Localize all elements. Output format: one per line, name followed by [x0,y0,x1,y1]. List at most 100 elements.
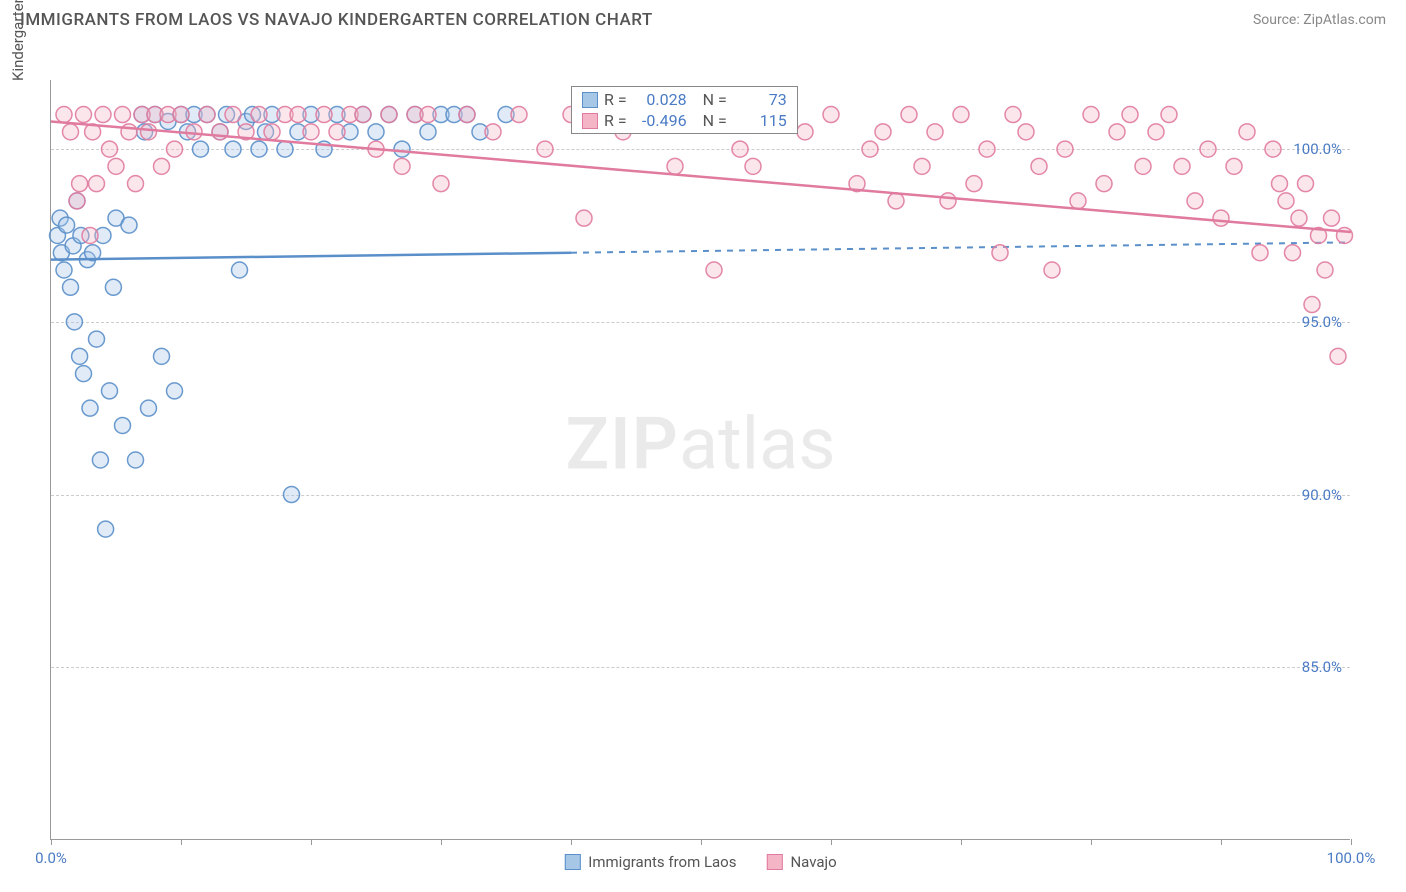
scatter-point-laos [82,400,98,416]
scatter-point-navajo [69,193,85,209]
scatter-point-laos [154,348,170,364]
legend-item: Navajo [766,853,836,871]
scatter-point-navajo [1122,107,1138,123]
legend-label: Immigrants from Laos [588,853,736,871]
scatter-point-navajo [992,245,1008,261]
scatter-point-navajo [303,124,319,140]
scatter-point-navajo [167,141,183,157]
chart-source: Source: ZipAtlas.com [1253,12,1386,28]
stats-n-value: 73 [733,90,787,109]
scatter-point-laos [193,141,209,157]
scatter-point-laos [56,262,72,278]
scatter-point-laos [63,279,79,295]
stats-n-value: 115 [733,111,787,130]
scatter-point-navajo [823,107,839,123]
scatter-point-laos [98,521,114,537]
scatter-point-navajo [1161,107,1177,123]
scatter-point-navajo [1285,245,1301,261]
scatter-point-navajo [511,107,527,123]
scatter-point-navajo [420,107,436,123]
scatter-point-navajo [329,124,345,140]
scatter-point-navajo [940,193,956,209]
scatter-point-laos [232,262,248,278]
scatter-point-navajo [1226,158,1242,174]
scatter-point-navajo [154,158,170,174]
scatter-point-navajo [953,107,969,123]
stats-r-value: 0.028 [633,90,687,109]
scatter-point-navajo [927,124,943,140]
scatter-point-navajo [115,107,131,123]
scatter-point-navajo [459,107,475,123]
stats-r-value: -0.496 [633,111,687,130]
scatter-point-navajo [966,176,982,192]
scatter-point-navajo [63,124,79,140]
scatter-point-navajo [95,107,111,123]
trend-line-laos [51,253,571,260]
scatter-point-navajo [485,124,501,140]
scatter-point-navajo [1031,158,1047,174]
scatter-point-navajo [108,158,124,174]
scatter-point-laos [92,452,108,468]
scatter-point-navajo [76,107,92,123]
scatter-point-navajo [1272,176,1288,192]
y-axis-label: Kindergarten [9,0,27,81]
scatter-point-navajo [732,141,748,157]
scatter-point-navajo [901,107,917,123]
x-tick-label: 100.0% [1327,849,1376,867]
scatter-point-navajo [1265,141,1281,157]
scatter-point-navajo [1330,348,1346,364]
scatter-point-navajo [1083,107,1099,123]
scatter-point-laos [225,141,241,157]
stats-r-label: R = [604,90,627,109]
scatter-point-navajo [199,107,215,123]
scatter-point-navajo [862,141,878,157]
scatter-point-navajo [82,227,98,243]
scatter-point-navajo [251,107,267,123]
stats-r-label: R = [604,111,627,130]
scatter-point-laos [121,217,137,233]
x-tick-label: 0.0% [35,849,67,867]
stats-n-label: N = [703,90,727,109]
scatter-point-navajo [173,107,189,123]
scatter-point-navajo [1018,124,1034,140]
scatter-point-navajo [72,176,88,192]
scatter-point-navajo [394,158,410,174]
scatter-point-laos [115,417,131,433]
legend: Immigrants from Laos Navajo [564,853,836,871]
scatter-point-laos [76,366,92,382]
scatter-point-navajo [264,124,280,140]
scatter-point-laos [72,348,88,364]
scatter-point-navajo [1317,262,1333,278]
scatter-point-navajo [797,124,813,140]
scatter-point-laos [251,141,267,157]
scatter-point-navajo [1057,141,1073,157]
scatter-point-laos [277,141,293,157]
legend-label: Navajo [790,853,836,871]
chart-title: IMMIGRANTS FROM LAOS VS NAVAJO KINDERGAR… [20,10,653,30]
scatter-point-laos [284,487,300,503]
scatter-point-navajo [888,193,904,209]
scatter-point-navajo [1070,193,1086,209]
scatter-point-navajo [1291,210,1307,226]
scatter-point-navajo [225,107,241,123]
scatter-point-laos [59,217,75,233]
chart-header: IMMIGRANTS FROM LAOS VS NAVAJO KINDERGAR… [0,0,1406,38]
scatter-point-navajo [1298,176,1314,192]
scatter-point-navajo [290,107,306,123]
scatter-point-laos [128,452,144,468]
scatter-point-laos [102,383,118,399]
scatter-point-navajo [875,124,891,140]
scatter-point-navajo [186,124,202,140]
scatter-point-navajo [355,107,371,123]
legend-swatch [766,854,782,870]
scatter-point-navajo [1252,245,1268,261]
stats-row: R =-0.496N =115 [572,110,797,131]
scatter-point-navajo [1278,193,1294,209]
scatter-point-navajo [1187,193,1203,209]
scatter-point-navajo [1200,141,1216,157]
scatter-point-navajo [1109,124,1125,140]
scatter-point-laos [368,124,384,140]
scatter-point-navajo [1304,297,1320,313]
scatter-point-navajo [745,158,761,174]
scatter-point-laos [105,279,121,295]
